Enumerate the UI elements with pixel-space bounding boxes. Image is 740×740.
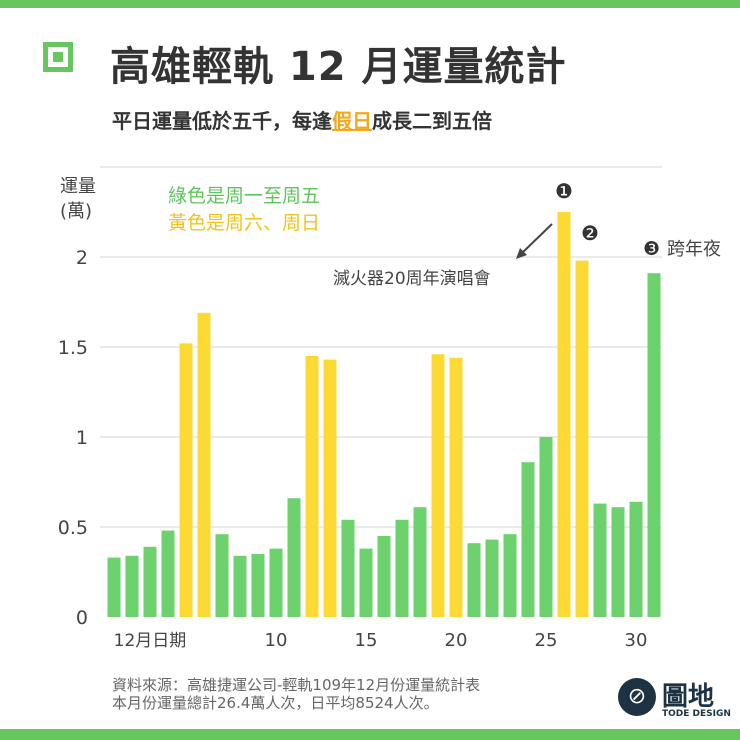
bar-day-3 <box>143 546 157 617</box>
subtitle: 平日運量低於五千，每逢假日成長二到五倍 <box>112 105 492 134</box>
logo-sub: TODE DESIGN <box>662 709 731 719</box>
bar-day-6 <box>197 312 211 617</box>
logo-name: 圖地 <box>662 682 715 712</box>
bar-day-5 <box>179 343 193 617</box>
y-tick-label: 0 <box>76 607 88 629</box>
y-tick-label: 0.5 <box>58 517 88 539</box>
bar-day-24 <box>521 462 535 617</box>
x-tick-label: 15 <box>355 630 378 651</box>
bar-day-30 <box>629 501 643 617</box>
bar-day-4 <box>161 530 175 617</box>
annotation-marker-3: ❸ <box>643 238 660 260</box>
bar-day-19 <box>431 354 445 617</box>
logo-globe-icon: ⊘ <box>618 678 656 716</box>
arrow-head-icon <box>516 248 527 259</box>
annotation-arrow <box>520 223 553 255</box>
subtitle-text: 平日運量低於五千，每逢 <box>112 109 332 133</box>
x-tick-label: 25 <box>535 630 558 651</box>
subtitle-highlight: 假日 <box>332 109 372 133</box>
bar-day-29 <box>611 507 625 617</box>
x-tick-label: 10 <box>265 630 288 651</box>
y-tick-label: 1.5 <box>58 337 88 359</box>
bar-day-18 <box>413 507 427 617</box>
bottom-accent-bar <box>0 729 740 740</box>
y-axis-label: 運量 <box>60 176 96 197</box>
bar-day-2 <box>125 555 139 617</box>
bar-day-14 <box>341 519 355 617</box>
bar-day-17 <box>395 519 409 617</box>
bar-day-12 <box>305 356 319 617</box>
summary-line: 本月份運量總計26.4萬人次，日平均8524人次。 <box>112 694 439 712</box>
bar-day-20 <box>449 357 463 617</box>
bar-day-8 <box>233 555 247 617</box>
annotation-marker-1: ❶ <box>555 179 573 203</box>
bar-day-16 <box>377 536 391 617</box>
bar-day-22 <box>485 539 499 617</box>
bar-day-31 <box>647 273 661 617</box>
bar-day-28 <box>593 503 607 617</box>
bar-day-7 <box>215 534 229 617</box>
legend-entry: 黃色是周六、周日 <box>168 212 320 234</box>
bar-day-25 <box>539 437 553 617</box>
bar-day-1 <box>107 557 121 617</box>
bar-day-27 <box>575 260 589 617</box>
x-axis-label: 12月日期 <box>114 631 187 651</box>
logo: ⊘ 圖地 TODE DESIGN <box>618 676 738 722</box>
annotation-text-1: 滅火器20周年演唱會 <box>333 269 491 289</box>
x-tick-label: 20 <box>445 630 468 651</box>
bar-day-15 <box>359 548 373 617</box>
subtitle-text-end: 成長二到五倍 <box>372 109 492 133</box>
x-tick-label: 30 <box>625 630 648 651</box>
bar-day-23 <box>503 534 517 617</box>
page-title: 高雄輕軌 12 月運量統計 <box>110 44 567 90</box>
legend-entry: 綠色是周一至周五 <box>168 185 320 207</box>
bar-day-9 <box>251 554 265 617</box>
bar-day-26 <box>557 212 571 617</box>
y-tick-label: 1 <box>76 427 88 449</box>
annotation-text-3: 跨年夜 <box>667 239 721 260</box>
y-tick-label: 2 <box>76 247 88 269</box>
source-line: 資料來源：高雄捷運公司-輕軌109年12月份運量統計表 <box>112 676 481 694</box>
annotation-marker-2: ❷ <box>581 221 599 245</box>
bar-day-10 <box>269 548 283 617</box>
title-square-icon <box>43 42 73 72</box>
top-accent-bar <box>0 0 740 8</box>
source-note: 資料來源：高雄捷運公司-輕軌109年12月份運量統計表 本月份運量總計26.4萬… <box>112 676 480 712</box>
bar-day-13 <box>323 359 337 617</box>
bar-day-11 <box>287 498 301 617</box>
bar-day-21 <box>467 543 481 617</box>
y-axis-unit: (萬) <box>60 201 92 222</box>
